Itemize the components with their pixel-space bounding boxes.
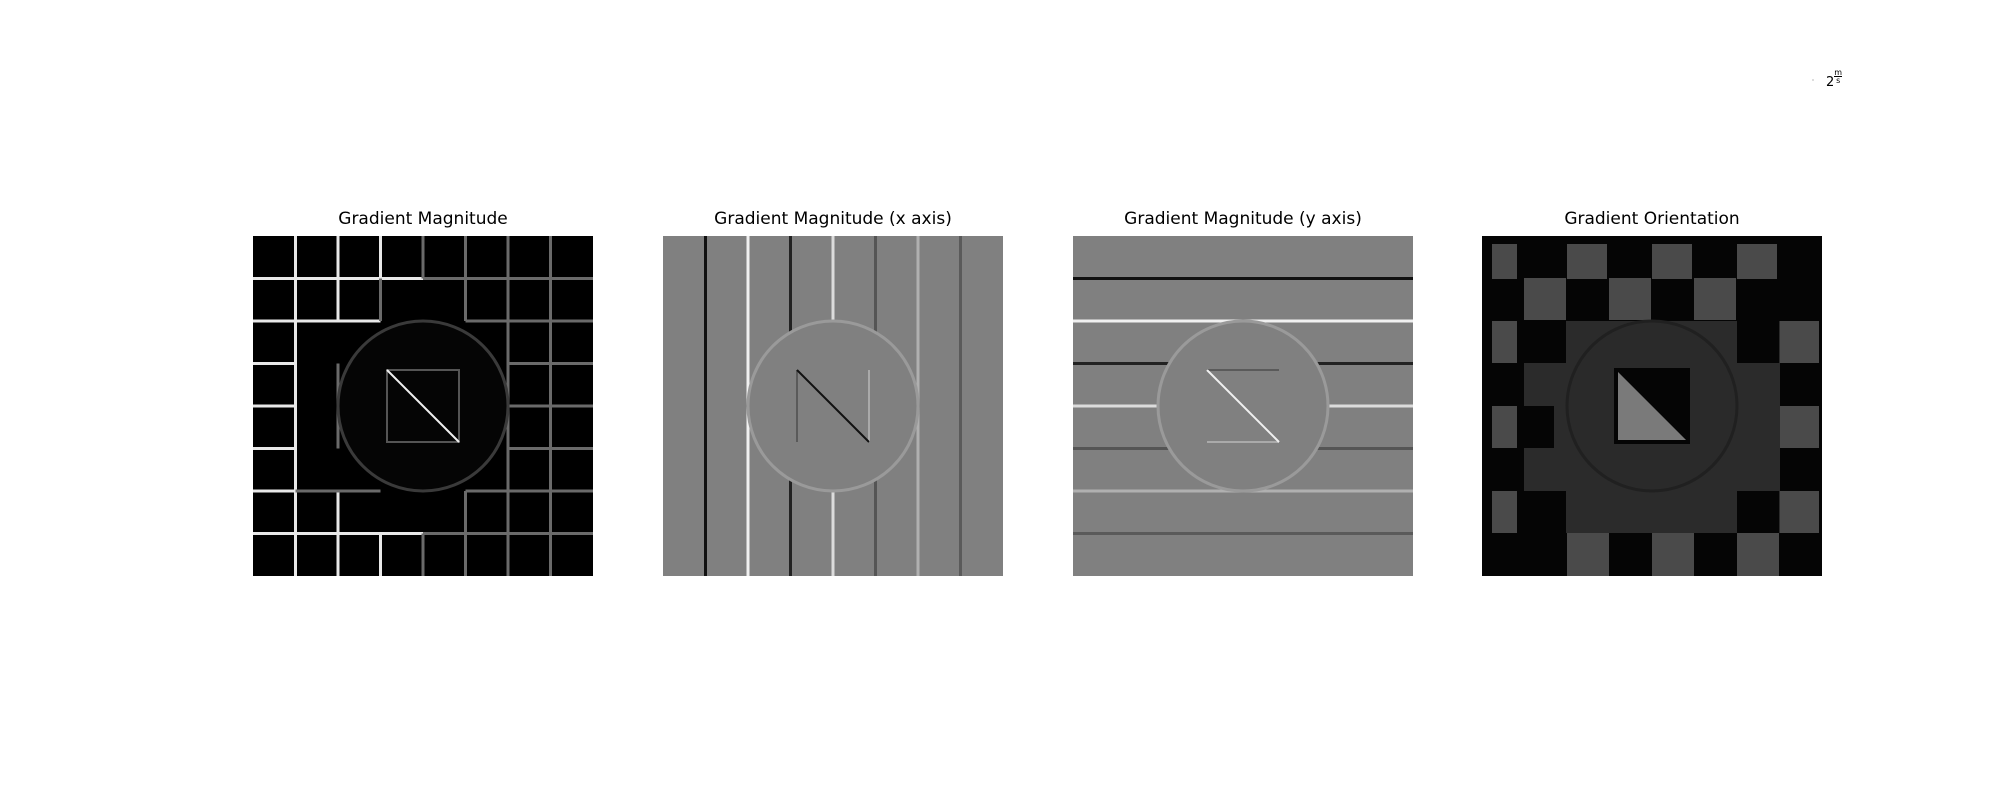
panel-title: Gradient Magnitude (y axis) <box>1124 209 1362 229</box>
gradient-magnitude-y-image <box>1073 236 1413 576</box>
corner-label-base: 2 <box>1826 75 1835 90</box>
corner-label-denominator: s <box>1836 76 1841 85</box>
gradient-orientation-image <box>1482 236 1822 576</box>
corner-dot <box>1812 79 1814 81</box>
panel-title: Gradient Magnitude <box>338 209 508 229</box>
corner-label-numerator: m <box>1834 68 1843 77</box>
panel-title: Gradient Magnitude (x axis) <box>714 209 952 229</box>
panel-title: Gradient Orientation <box>1564 209 1740 229</box>
gradient-magnitude-image <box>253 236 593 576</box>
gradient-magnitude-x-image <box>663 236 1003 576</box>
